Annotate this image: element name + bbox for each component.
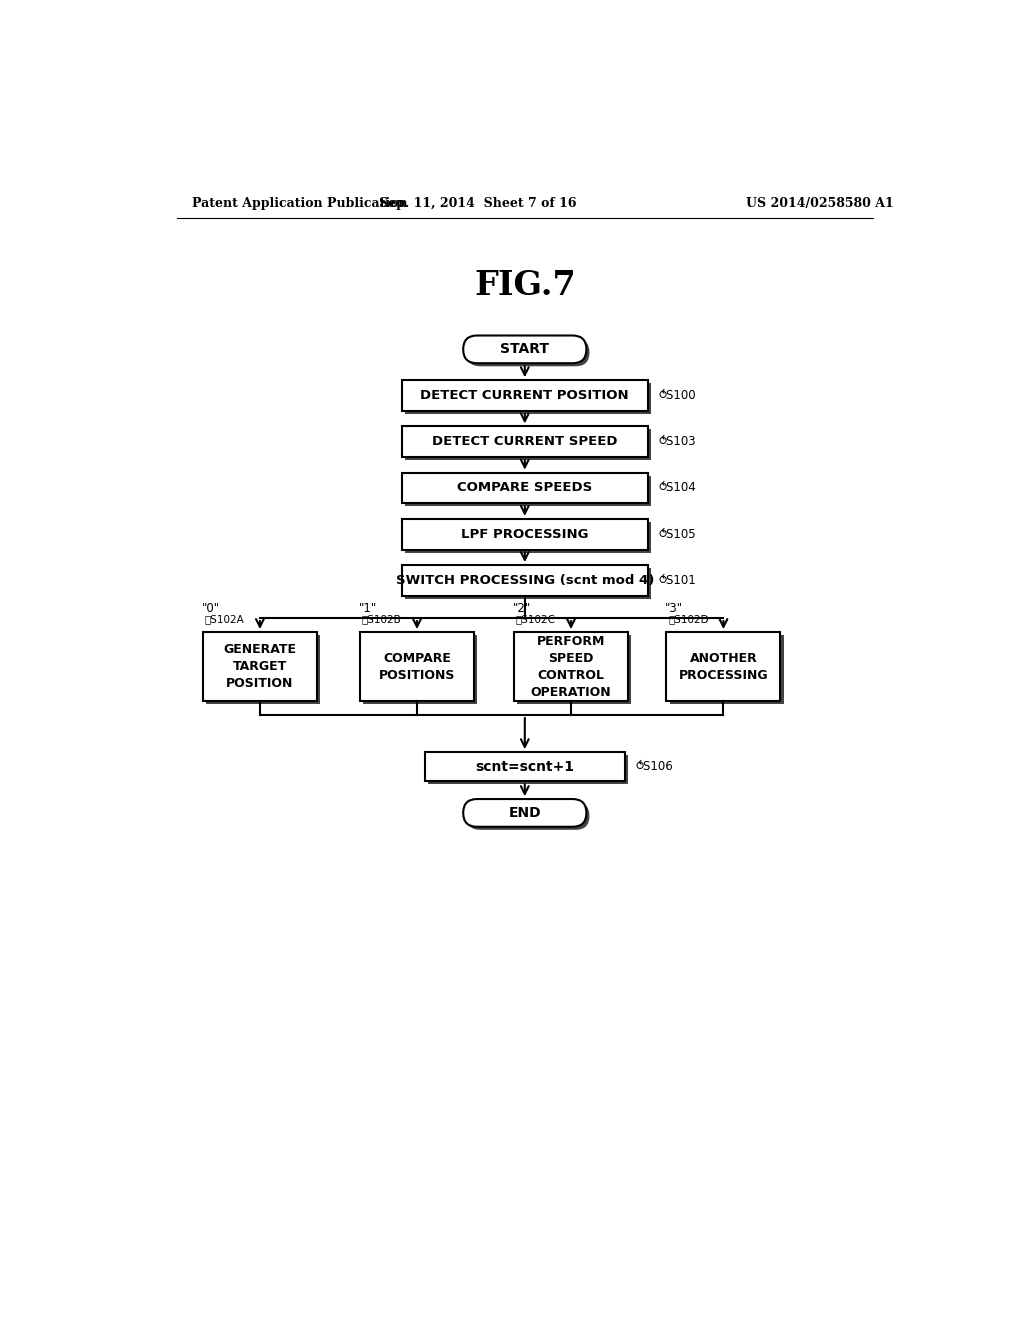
FancyBboxPatch shape <box>463 799 587 826</box>
Polygon shape <box>404 383 651 414</box>
Text: scnt=scnt+1: scnt=scnt+1 <box>475 760 574 774</box>
Polygon shape <box>364 635 477 705</box>
Polygon shape <box>206 635 319 705</box>
Text: 〉S102A: 〉S102A <box>205 615 245 624</box>
FancyBboxPatch shape <box>466 339 590 367</box>
Polygon shape <box>667 632 780 701</box>
Text: 〉S102D: 〉S102D <box>668 615 709 624</box>
Text: ⥀S106: ⥀S106 <box>636 760 674 774</box>
Text: ⥀S100: ⥀S100 <box>658 389 696 403</box>
Text: END: END <box>509 807 541 820</box>
Text: "0": "0" <box>202 602 219 615</box>
Polygon shape <box>360 632 474 701</box>
Text: LPF PROCESSING: LPF PROCESSING <box>461 528 589 541</box>
Text: GENERATE
TARGET
POSITION: GENERATE TARGET POSITION <box>223 643 296 690</box>
Text: DETECT CURRENT SPEED: DETECT CURRENT SPEED <box>432 436 617 449</box>
Polygon shape <box>514 632 628 701</box>
Text: US 2014/0258580 A1: US 2014/0258580 A1 <box>745 197 893 210</box>
Polygon shape <box>428 755 628 784</box>
Polygon shape <box>404 429 651 461</box>
Polygon shape <box>401 426 648 457</box>
Text: COMPARE
POSITIONS: COMPARE POSITIONS <box>379 652 456 681</box>
Text: Sep. 11, 2014  Sheet 7 of 16: Sep. 11, 2014 Sheet 7 of 16 <box>379 197 577 210</box>
Polygon shape <box>401 380 648 411</box>
Text: SWITCH PROCESSING (scnt mod 4): SWITCH PROCESSING (scnt mod 4) <box>395 574 654 587</box>
Text: "3": "3" <box>665 602 683 615</box>
Polygon shape <box>401 473 648 503</box>
Text: START: START <box>501 342 549 356</box>
Text: FIG.7: FIG.7 <box>474 269 575 302</box>
Polygon shape <box>517 635 631 705</box>
Polygon shape <box>404 568 651 599</box>
Text: 〉S102B: 〉S102B <box>361 615 401 624</box>
Text: ⥀S105: ⥀S105 <box>658 528 696 541</box>
Text: PERFORM
SPEED
CONTROL
OPERATION: PERFORM SPEED CONTROL OPERATION <box>530 635 611 698</box>
Polygon shape <box>670 635 783 705</box>
Text: ANOTHER
PROCESSING: ANOTHER PROCESSING <box>679 652 768 681</box>
Polygon shape <box>404 475 651 507</box>
Polygon shape <box>203 632 316 701</box>
FancyBboxPatch shape <box>466 803 590 830</box>
Text: ⥀S104: ⥀S104 <box>658 482 696 495</box>
Text: COMPARE SPEEDS: COMPARE SPEEDS <box>457 482 593 495</box>
Text: DETECT CURRENT POSITION: DETECT CURRENT POSITION <box>421 389 629 403</box>
Text: ⥀S103: ⥀S103 <box>658 436 696 449</box>
Polygon shape <box>401 565 648 595</box>
Text: Patent Application Publication: Patent Application Publication <box>193 197 408 210</box>
Text: ⥀S101: ⥀S101 <box>658 574 696 587</box>
Polygon shape <box>404 521 651 553</box>
Polygon shape <box>401 519 648 549</box>
Text: 〉S102C: 〉S102C <box>515 615 556 624</box>
Text: "2": "2" <box>512 602 530 615</box>
Polygon shape <box>425 752 625 781</box>
Text: "1": "1" <box>358 602 377 615</box>
FancyBboxPatch shape <box>463 335 587 363</box>
